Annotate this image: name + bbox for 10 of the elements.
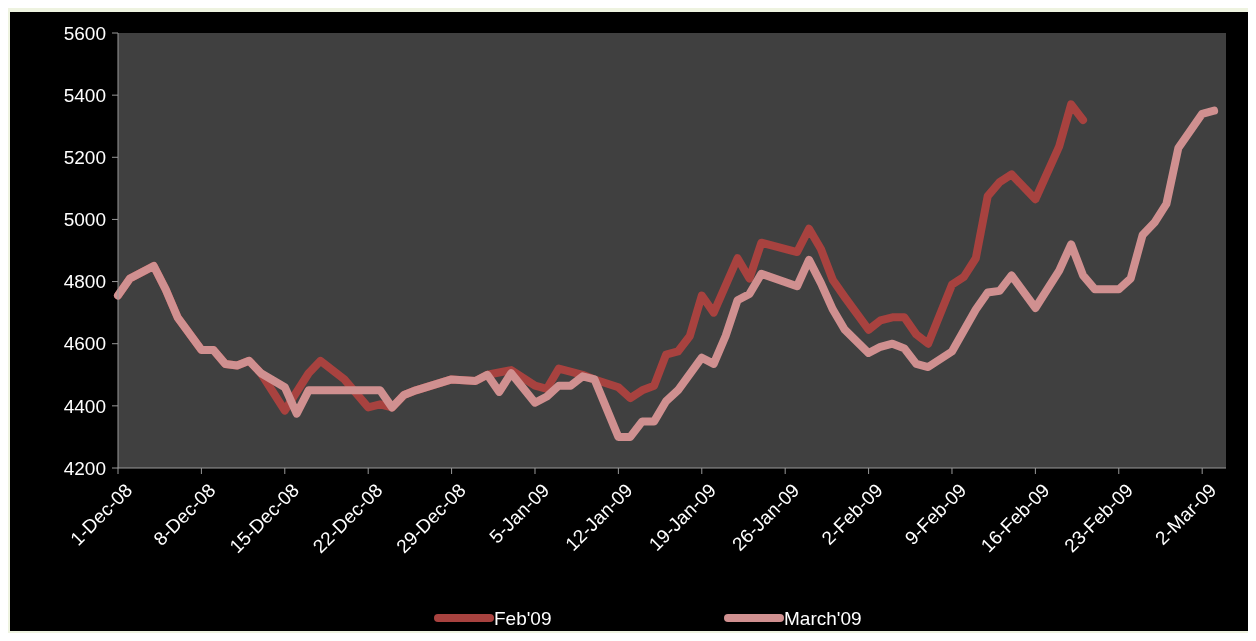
y-tick-label: 4800 — [63, 271, 106, 293]
y-tick-label: 5600 — [63, 22, 106, 44]
y-tick-label: 5200 — [63, 146, 106, 168]
y-tick-label: 4200 — [63, 457, 106, 479]
y-tick-label: 4600 — [63, 333, 106, 355]
y-tick-label: 4400 — [63, 395, 106, 417]
y-tick-label: 5400 — [63, 84, 106, 106]
y-tick-label: 5000 — [63, 209, 106, 231]
legend-label: Feb'09 — [494, 607, 552, 629]
legend-label: March'09 — [784, 607, 862, 629]
